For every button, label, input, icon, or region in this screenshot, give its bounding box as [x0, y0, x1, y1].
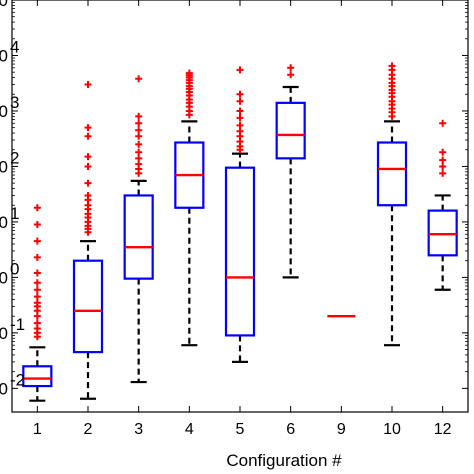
outlier-point [84, 228, 92, 236]
y-tick-exponent: 4 [10, 37, 19, 56]
box-3 [123, 75, 154, 384]
outlier-point [135, 169, 143, 177]
x-tick-label: 6 [286, 421, 295, 438]
outlier-point [439, 169, 447, 177]
box-4 [174, 69, 205, 347]
y-tick-exponent: 0 [10, 259, 19, 278]
outlier-point [236, 97, 244, 105]
outlier-point [236, 90, 244, 98]
outlier-point [439, 119, 447, 127]
outlier-point [185, 111, 193, 119]
x-axis-label: Configuration # [226, 451, 342, 470]
y-tick-exponent: -1 [10, 315, 25, 334]
box-iqr [22, 365, 53, 388]
outlier-point [236, 114, 244, 122]
outlier-point [236, 66, 244, 74]
plot-area [11, 0, 469, 413]
box-1 [22, 204, 53, 402]
x-tick-label: 5 [236, 421, 245, 438]
box-iqr [376, 141, 408, 207]
box-12 [427, 119, 458, 291]
outlier-point [33, 286, 41, 294]
box-iqr [72, 259, 104, 354]
box-iqr [275, 101, 306, 160]
box-6 [275, 64, 306, 279]
x-tick-label: 2 [84, 421, 93, 438]
outlier-point [84, 179, 92, 187]
y-tick-exponent: 3 [10, 93, 19, 112]
y-tick-label: 0 [0, 268, 8, 287]
y-tick-exponent: 5 [10, 0, 19, 1]
outlier-point [84, 124, 92, 132]
outlier-point [236, 146, 244, 154]
y-tick-label: 0 [0, 213, 8, 232]
outlier-point [33, 279, 41, 287]
y-tick-label: 0 [0, 0, 8, 10]
outlier-point [33, 253, 41, 261]
x-tick-label: 1 [33, 421, 42, 438]
outlier-point [33, 293, 41, 301]
outlier-point [287, 64, 295, 72]
outlier-point [135, 148, 143, 156]
box-10 [376, 62, 408, 347]
outlier-point [84, 153, 92, 161]
y-axis-ticks: 0-20-1000102030405 [0, 0, 468, 398]
x-axis-ticks: 1 2 3 4 5 6 9 10 12 [33, 0, 452, 438]
y-tick-label: 0 [0, 46, 8, 65]
outlier-point [33, 204, 41, 212]
outlier-point [33, 269, 41, 277]
outlier-point [84, 132, 92, 140]
outlier-point [236, 107, 244, 115]
box-iqr [123, 194, 154, 280]
box-2 [72, 80, 104, 400]
x-tick-label: 12 [434, 421, 452, 438]
y-tick-exponent: 1 [10, 204, 19, 223]
outlier-point [439, 156, 447, 164]
outlier-point [287, 71, 295, 79]
outlier-point [33, 237, 41, 245]
y-tick-label: 0 [0, 379, 8, 398]
outlier-point [439, 148, 447, 156]
outlier-point [135, 112, 143, 120]
outlier-point [135, 140, 143, 148]
outlier-point [236, 121, 244, 129]
outlier-point [439, 162, 447, 170]
outlier-point [135, 126, 143, 134]
outlier-point [84, 162, 92, 170]
x-tick-label: 3 [134, 421, 143, 438]
box-iqr [224, 166, 256, 337]
outlier-point [84, 80, 92, 88]
y-tick-exponent: 2 [10, 148, 19, 167]
y-tick-exponent: -2 [10, 370, 25, 389]
box-iqr [427, 209, 458, 257]
outlier-point [33, 312, 41, 320]
outlier-point [135, 119, 143, 127]
y-tick-label: 0 [0, 324, 8, 343]
outlier-point [135, 132, 143, 140]
x-tick-label: 10 [383, 421, 401, 438]
x-tick-label: 9 [337, 421, 346, 438]
outlier-point [33, 220, 41, 228]
outlier-point [388, 112, 396, 120]
box-5 [224, 66, 256, 363]
outlier-point [33, 333, 41, 341]
y-tick-label: 0 [0, 102, 8, 121]
outlier-point [135, 75, 143, 83]
x-tick-label: 4 [185, 421, 194, 438]
y-tick-label: 0 [0, 157, 8, 176]
